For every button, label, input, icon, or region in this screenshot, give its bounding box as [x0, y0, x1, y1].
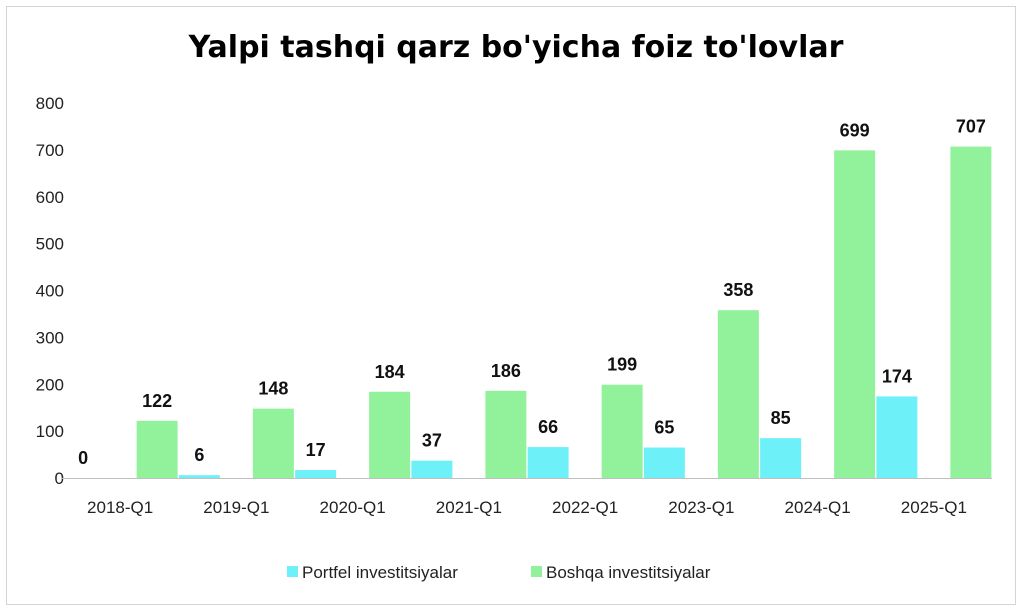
data-label-portfel-2024-Q1: 85 — [771, 408, 791, 428]
bar-boshqa-2021-Q1 — [485, 390, 527, 478]
data-label-portfel-2020-Q1: 17 — [306, 440, 326, 460]
data-label-boshqa-2021-Q1: 186 — [491, 361, 521, 381]
y-tick-label: 0 — [55, 469, 64, 488]
y-tick-label: 400 — [36, 282, 64, 301]
x-tick-label: 2020-Q1 — [320, 498, 386, 517]
legend-label-portfel: Portfel investitsiyalar — [302, 563, 458, 582]
legend-label-boshqa: Boshqa investitsiyalar — [546, 563, 711, 582]
chart-frame — [6, 6, 1016, 605]
y-axis-ticks: 0 100 200 300 400 500 600 700 800 — [36, 94, 64, 488]
y-tick-label: 500 — [36, 235, 64, 254]
bar-boshqa-2022-Q1 — [601, 384, 643, 478]
data-label-boshqa-2024-Q1: 699 — [840, 120, 870, 140]
bar-portfel-2024-Q1 — [760, 438, 802, 478]
x-tick-label: 2024-Q1 — [785, 498, 851, 517]
data-label-portfel-2023-Q1: 65 — [654, 418, 674, 438]
bar-boshqa-2018-Q1 — [136, 420, 178, 478]
data-labels: 0 122 6 148 17 184 37 186 66 199 65 358 85 699 174 707 — [78, 117, 986, 468]
bar-portfel-2022-Q1 — [527, 447, 569, 478]
bar-portfel-2025-Q1 — [876, 396, 918, 478]
data-label-boshqa-2019-Q1: 148 — [258, 379, 288, 399]
legend: Portfel investitsiyalar Boshqa investits… — [287, 563, 711, 582]
legend-swatch-portfel — [287, 566, 298, 577]
bar-portfel-2020-Q1 — [295, 470, 337, 478]
y-tick-label: 600 — [36, 188, 64, 207]
x-tick-label: 2018-Q1 — [87, 498, 153, 517]
legend-swatch-boshqa — [531, 566, 542, 577]
data-label-boshqa-2022-Q1: 199 — [607, 355, 637, 375]
y-tick-label: 100 — [36, 422, 64, 441]
x-tick-label: 2023-Q1 — [668, 498, 734, 517]
bar-portfel-2021-Q1 — [411, 460, 453, 478]
x-tick-label: 2021-Q1 — [436, 498, 502, 517]
bar-portfel-2019-Q1 — [178, 475, 220, 478]
bar-boshqa-2020-Q1 — [369, 391, 411, 478]
data-label-boshqa-2018-Q1: 122 — [142, 391, 172, 411]
data-label-boshqa-2020-Q1: 184 — [375, 362, 405, 382]
bar-boshqa-2024-Q1 — [834, 150, 876, 478]
y-tick-label: 700 — [36, 141, 64, 160]
x-axis-ticks: 2018-Q1 2019-Q1 2020-Q1 2021-Q1 2022-Q1 2023-… — [87, 498, 967, 517]
bar-boshqa-2023-Q1 — [717, 310, 759, 478]
data-label-portfel-2021-Q1: 37 — [422, 431, 442, 451]
x-tick-label: 2019-Q1 — [203, 498, 269, 517]
bar-boshqa-2025-Q1 — [950, 146, 992, 478]
bar-portfel-2023-Q1 — [643, 447, 685, 478]
data-label-portfel-2018-Q1: 0 — [78, 448, 88, 468]
y-tick-label: 800 — [36, 94, 64, 113]
bar-boshqa-2019-Q1 — [252, 408, 294, 478]
data-label-portfel-2022-Q1: 66 — [538, 417, 558, 437]
bars — [136, 146, 992, 478]
data-label-boshqa-2023-Q1: 358 — [723, 280, 753, 300]
x-tick-label: 2022-Q1 — [552, 498, 618, 517]
chart-title: Yalpi tashqi qarz bo'yicha foiz to'lovla… — [188, 30, 844, 65]
data-label-portfel-2019-Q1: 6 — [194, 445, 204, 465]
data-label-boshqa-2025-Q1: 707 — [956, 117, 986, 137]
y-tick-label: 200 — [36, 375, 64, 394]
y-tick-label: 300 — [36, 328, 64, 347]
x-tick-label: 2025-Q1 — [901, 498, 967, 517]
data-label-portfel-2025-Q1: 174 — [882, 366, 912, 386]
